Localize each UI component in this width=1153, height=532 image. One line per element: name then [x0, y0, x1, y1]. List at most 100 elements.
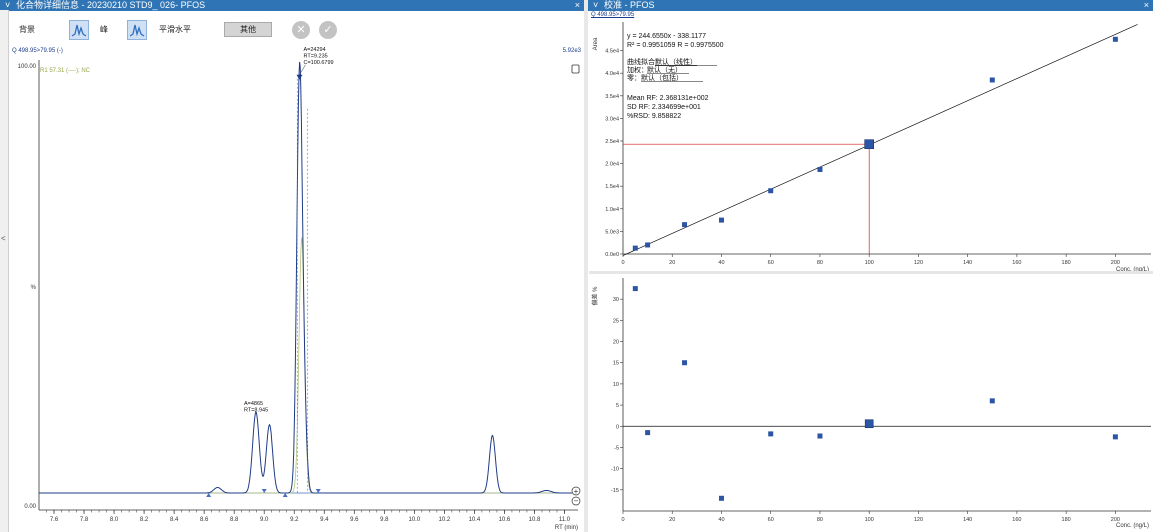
y-tick-label: -15: [611, 488, 619, 494]
x-tick-label: 80: [817, 517, 823, 523]
collapse-strip[interactable]: <: [0, 10, 9, 532]
residual-point: [768, 431, 774, 437]
y-axis-title: 偏差 %: [591, 286, 599, 306]
x-tick-label: 11.0: [559, 517, 571, 523]
pin-icon[interactable]: ˅: [5, 0, 11, 10]
residual-point: [645, 430, 651, 436]
other-button[interactable]: 其他: [224, 22, 272, 37]
chromatogram-toolbar: 背景 峰 平滑水平 其他 ✕ ✓: [9, 18, 581, 44]
mean-rf-text: Mean RF: 2.368131e+002: [627, 95, 709, 102]
y-tick-label: 30: [613, 297, 619, 303]
peak-label: 峰: [100, 25, 108, 34]
close-icon[interactable]: ×: [1143, 0, 1149, 10]
y-tick-label: 0.0e0: [605, 252, 619, 258]
x-tick-label: 8.8: [230, 517, 239, 523]
annotation-leader: [299, 64, 306, 75]
calibration-point: [1112, 36, 1118, 42]
y-tick-label: 0: [616, 424, 619, 430]
x-tick-label: 9.8: [380, 517, 389, 523]
reference-trace: [39, 237, 572, 494]
y-tick-label: 4.5e4: [605, 49, 619, 55]
r-squared-text: R² = 0.9951059 R = 0.9975500: [627, 42, 724, 49]
y-tick-label: -5: [614, 445, 619, 451]
collapse-arrow-icon[interactable]: <: [1, 234, 6, 243]
y-tick-label: 5.0e3: [605, 229, 619, 235]
x-tick-label: 10.4: [469, 517, 481, 523]
x-tick-label: 10.8: [529, 517, 541, 523]
plot-divider[interactable]: [589, 271, 1153, 274]
x-tick-label: 140: [963, 260, 972, 266]
x-tick-label: 9.0: [260, 517, 269, 523]
integration-marker: [282, 493, 288, 497]
calibration-plot[interactable]: Area Conc. (ng/L) 0.0e0 5.0e3 1.0e4 1.5e4 2.0e…: [588, 10, 1153, 272]
y-tick-label: 2.5e4: [605, 139, 619, 145]
peak-annotation: C=100.6799: [303, 60, 333, 66]
zoom-out-icon: [571, 496, 581, 506]
curve-fit-label: 曲线拟合：: [627, 57, 662, 66]
x-tick-label: 60: [768, 260, 774, 266]
x-tick-label: 200: [1111, 517, 1120, 523]
x-tick-label: 80: [817, 260, 823, 266]
calibration-point: [645, 242, 651, 248]
peak-shape-icon: [129, 24, 145, 37]
x-tick-label: 40: [718, 260, 724, 266]
residual-point: [817, 433, 823, 439]
x-tick-label: 7.8: [80, 517, 89, 523]
x-axis-title: Conc. (ng/L): [1116, 523, 1149, 529]
zoom-in-icon: [571, 486, 581, 496]
max-intensity-label: 5.92e3: [563, 48, 582, 54]
x-tick-label: 9.4: [320, 517, 329, 523]
x-tick-label: 40: [718, 517, 724, 523]
chromatogram-plot[interactable]: Q 498.95>79.95 (-) 5.92e3 R1 57.31 (----);…: [0, 0, 584, 532]
calibration-point: [768, 188, 774, 194]
right-panel-titlebar: ˅ 校准 - PFOS ×: [588, 0, 1153, 11]
calibration-point: [989, 77, 995, 83]
weighting-label: 加权：: [627, 65, 648, 74]
residual-point: [1112, 434, 1118, 440]
y-tick-label: 15: [613, 361, 619, 367]
weighting-value: 默认（无）: [647, 65, 682, 74]
left-panel-titlebar: ˅ 化合物详细信息 - 20230210 STD9_ 026- PFOS ×: [0, 0, 584, 11]
residual-plot[interactable]: 偏差 % Conc. (ng/L) 30 25 20 15 10 5 0 -5 -10 -15 0 20 4…: [588, 274, 1153, 532]
accept-button[interactable]: ✓: [319, 21, 337, 39]
pin-icon[interactable]: ˅: [593, 0, 599, 10]
scale-lock-icon: [571, 64, 580, 74]
smoothing-label: 平滑水平: [159, 25, 191, 34]
y-tick-label: -10: [611, 467, 619, 473]
y-tick-label: 2.0e4: [605, 162, 619, 168]
calibration-point: [817, 166, 823, 172]
background-peak-toggle-button[interactable]: [69, 20, 89, 40]
y-tick-label: 5: [616, 403, 619, 409]
cancel-icon: ✕: [296, 24, 306, 36]
x-tick-label: 0: [621, 517, 624, 523]
y-axis-title: Area: [593, 37, 599, 50]
peak-shape-icon: [71, 24, 87, 37]
residual-point: [632, 286, 638, 292]
y-tick-label: 25: [613, 318, 619, 324]
x-tick-label: 9.2: [290, 517, 299, 523]
peak-annotation: A=4865: [244, 401, 263, 407]
y-top-label: 100.00: [18, 64, 37, 70]
residual-point: [718, 495, 724, 501]
residual-point: [989, 398, 995, 404]
peak-toggle-button[interactable]: [127, 20, 147, 40]
panel-divider[interactable]: [584, 0, 588, 532]
apex-marker: [296, 74, 303, 80]
x-tick-label: 160: [1012, 517, 1021, 523]
x-axis-title: Conc. (ng/L): [1116, 267, 1149, 272]
peak-annotation: RT=9.235: [303, 54, 327, 60]
curve-fit-value: 默认（线性）: [655, 57, 697, 66]
x-tick-label: 0: [621, 260, 624, 266]
x-tick-label: 20: [669, 260, 675, 266]
rsd-text: %RSD: 9.858822: [627, 113, 681, 120]
y-tick-label: 1.5e4: [605, 184, 619, 190]
peak-annotation: A=24294: [303, 47, 325, 53]
transition-label: Q 498.95>79.95: [591, 12, 635, 18]
x-tick-label: 100: [865, 260, 874, 266]
origin-label: 零：: [627, 74, 641, 82]
reject-button[interactable]: ✕: [292, 21, 310, 39]
x-tick-label: 200: [1111, 260, 1120, 266]
sd-rf-text: SD RF: 2.334699e+001: [627, 104, 701, 111]
integration-marker: [206, 493, 212, 497]
close-icon[interactable]: ×: [574, 0, 580, 10]
